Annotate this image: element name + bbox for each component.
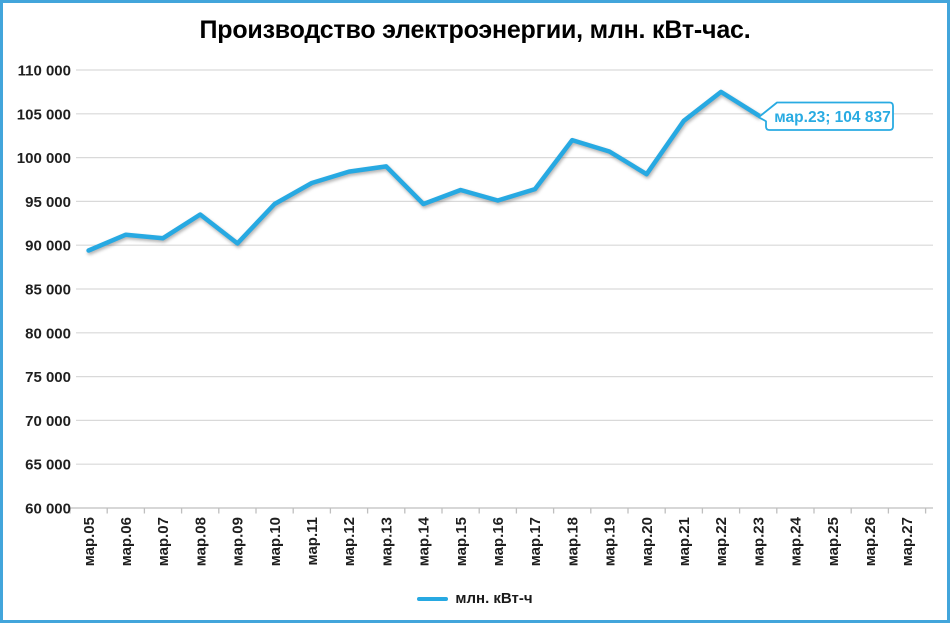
x-tick-label: мар.09: [230, 517, 247, 566]
x-tick-label: мар.19: [602, 517, 619, 566]
x-tick-label: мар.16: [490, 517, 507, 566]
y-tick-label: 65 000: [25, 457, 71, 474]
y-tick-label: 85 000: [25, 282, 71, 299]
series-line: [86, 89, 761, 253]
data-label-text: мар.23; 104 837: [774, 109, 890, 126]
x-tick-label: мар.20: [639, 517, 656, 566]
y-tick-label: 100 000: [17, 150, 71, 167]
y-tick-label: 95 000: [25, 194, 71, 211]
legend-line-swatch: [417, 596, 449, 601]
data-label-box: [757, 101, 894, 131]
legend-series-label: млн. кВт-ч: [455, 590, 533, 607]
y-axis-labels: 110 000 105 000 100 000 95 000 90 000 85 000 8…: [17, 63, 71, 518]
x-tick-label: мар.27: [899, 517, 916, 566]
x-tick-label: мар.26: [862, 517, 879, 566]
x-tick-label: мар.15: [453, 517, 470, 566]
y-tick-label: 105 000: [17, 106, 71, 123]
x-tick-label: мар.24: [788, 516, 805, 566]
data-label-callout: мар.23; 104 837: [757, 101, 894, 131]
chart-title: Производство электроэнергии, млн. кВт-ча…: [199, 16, 751, 44]
x-tick-label: мар.10: [267, 517, 284, 566]
y-tick-label: 110 000: [18, 63, 71, 80]
x-tick-label: мар.06: [118, 517, 135, 566]
x-axis-labels: мар.05 мар.06 мар.07 мар.08 мар.09 мар.10 мар.…: [81, 516, 916, 566]
x-tick-label: мар.18: [564, 517, 581, 566]
x-tick-label: мар.12: [341, 517, 358, 566]
x-tick-label: мар.11: [304, 517, 321, 565]
x-tick-label: мар.05: [81, 517, 98, 566]
gridlines: [76, 69, 933, 465]
y-tick-label: 80 000: [25, 325, 71, 342]
x-tick-label: мар.08: [192, 517, 209, 566]
x-tick-label: мар.17: [527, 517, 544, 566]
line-chart-plot: 110 000 105 000 100 000 95 000 90 000 85 000 8…: [17, 63, 933, 566]
x-axis: [69, 507, 933, 514]
chart-legend: млн. кВт-ч: [3, 590, 947, 607]
x-tick-label: мар.13: [378, 517, 395, 566]
y-tick-label: 60 000: [25, 501, 71, 518]
x-tick-label: мар.25: [825, 517, 842, 566]
x-tick-label: мар.14: [416, 516, 433, 566]
x-tick-label: мар.22: [713, 517, 730, 566]
y-tick-label: 70 000: [25, 413, 71, 430]
x-tick-label: мар.23: [750, 517, 767, 566]
y-tick-label: 90 000: [25, 238, 71, 255]
y-tick-label: 75 000: [25, 369, 71, 386]
x-tick-label: мар.07: [155, 517, 172, 566]
x-tick-label: мар.21: [676, 517, 693, 566]
